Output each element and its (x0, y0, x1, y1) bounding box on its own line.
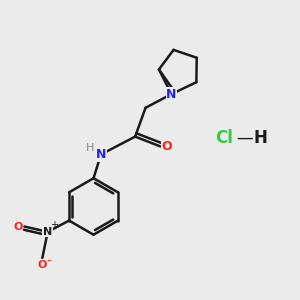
Text: N: N (43, 227, 52, 237)
Text: +: + (50, 220, 58, 230)
Text: O: O (13, 221, 22, 232)
Text: -: - (46, 254, 51, 268)
Text: —: — (236, 129, 253, 147)
Text: N: N (166, 88, 177, 100)
Text: H: H (254, 129, 268, 147)
Text: H: H (85, 143, 94, 153)
Text: O: O (38, 260, 47, 270)
Text: O: O (162, 140, 172, 153)
Text: N: N (96, 148, 106, 161)
Text: Cl: Cl (215, 129, 233, 147)
